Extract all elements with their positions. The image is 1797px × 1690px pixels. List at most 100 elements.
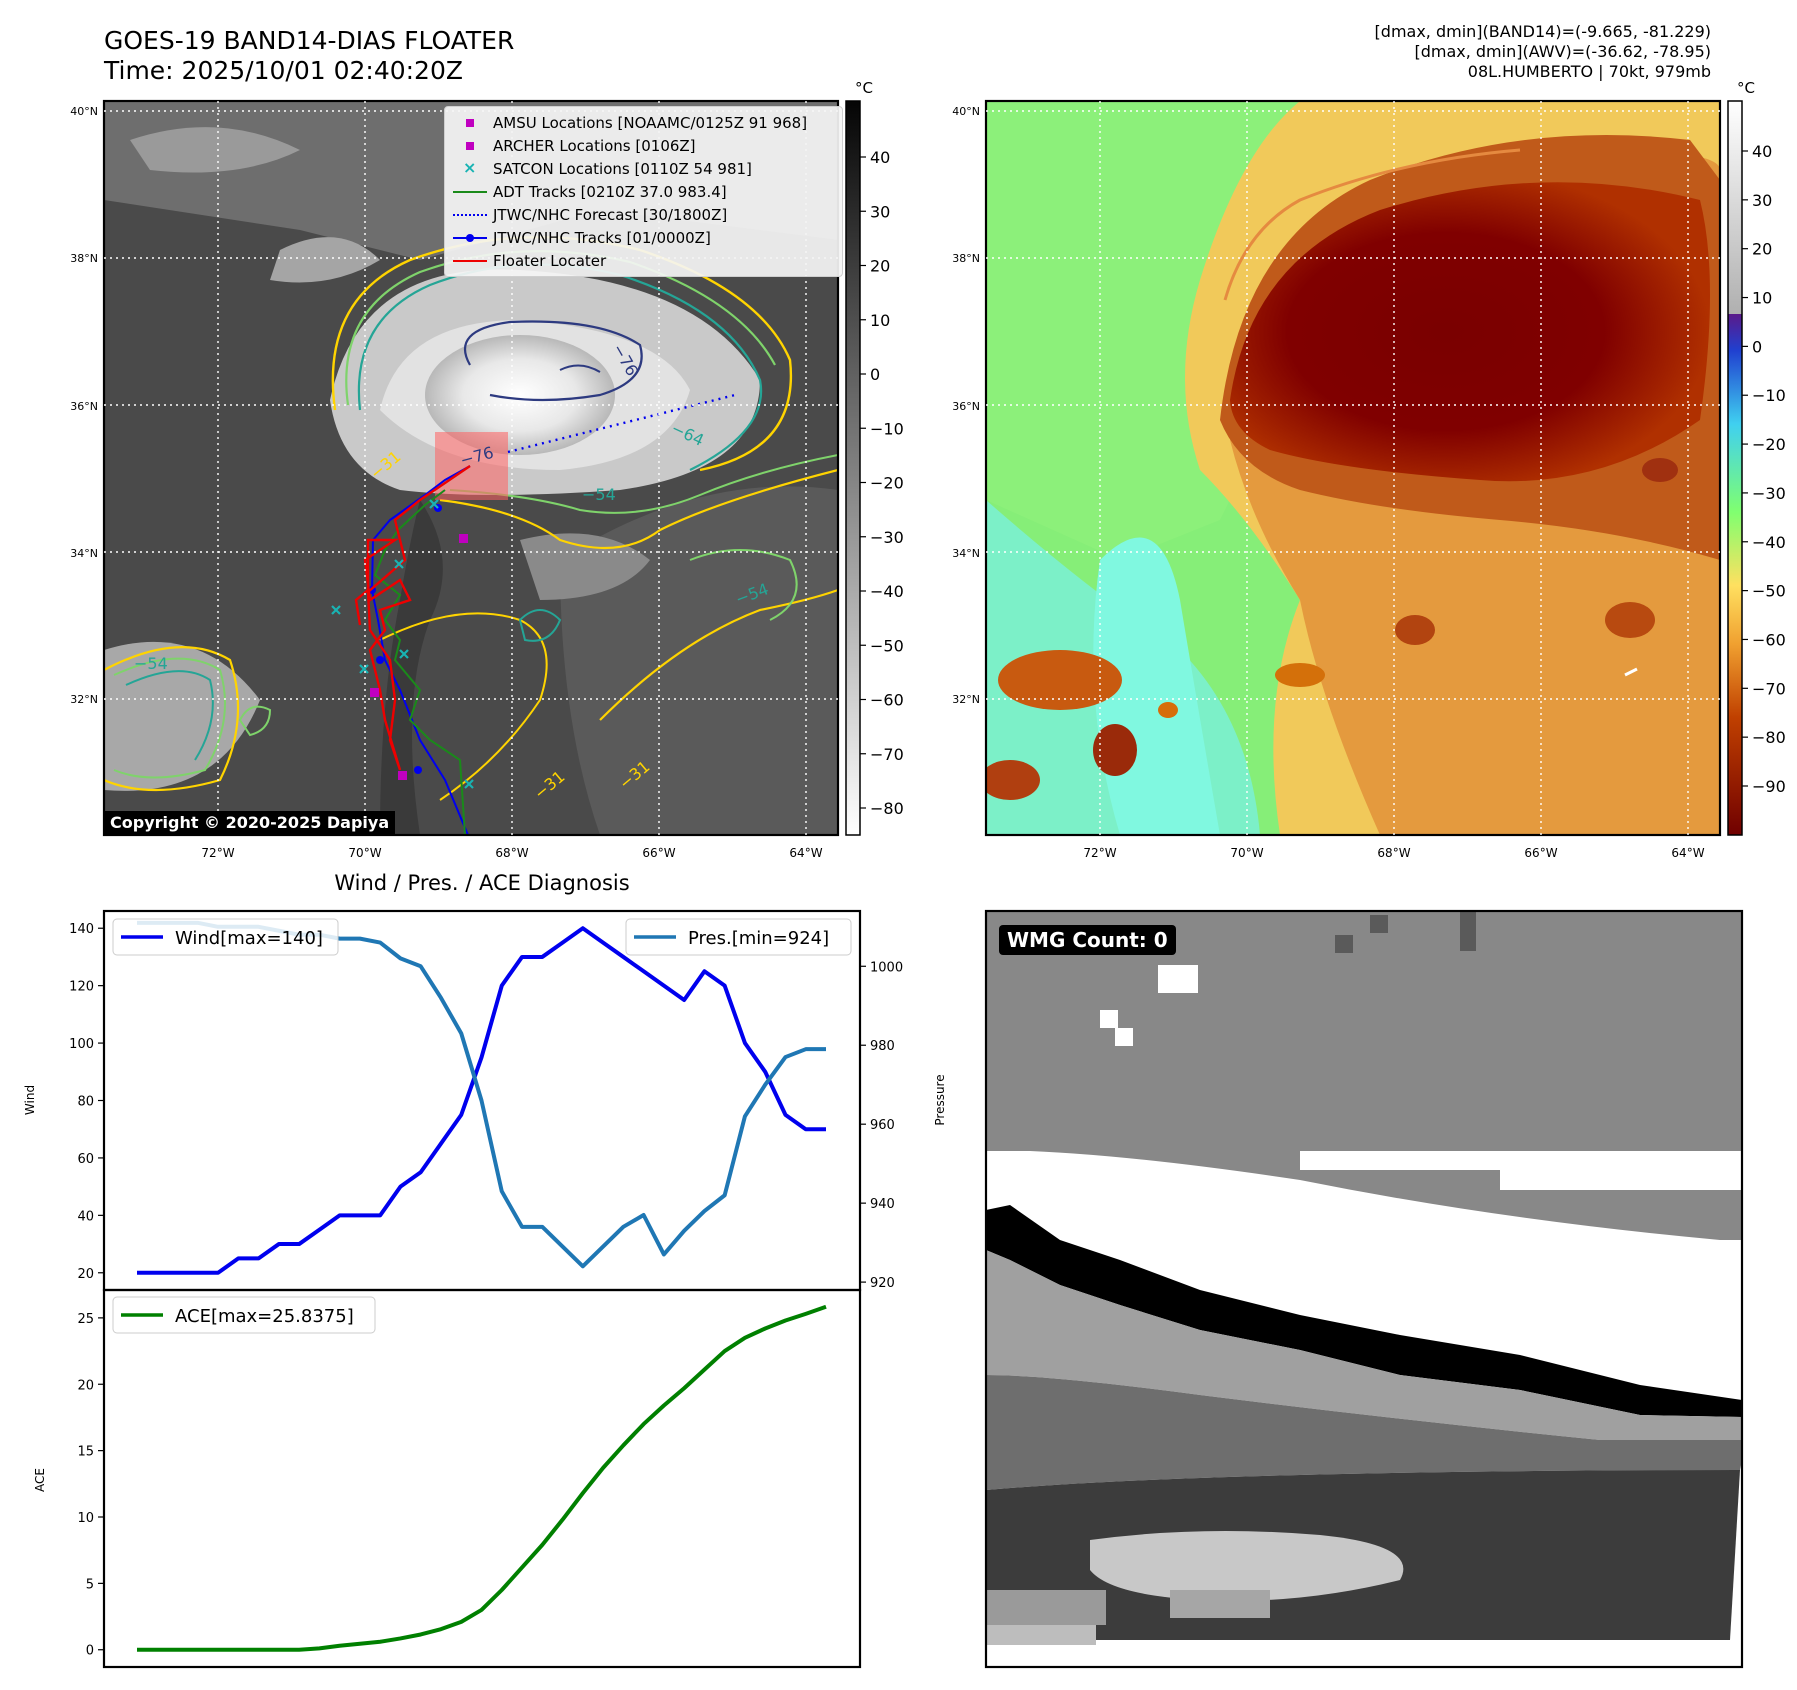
ir-lat-label-34n: 34°N <box>70 547 98 560</box>
ir-colorbar: °C 40 30 20 10 0 −10 −20 −30 −40 −50 −60 −70 −80 <box>845 79 904 836</box>
info-storm-summary: 08L.HUMBERTO | 70kt, 979mb <box>1467 62 1711 81</box>
ace-axes <box>102 1288 862 1669</box>
wind-ytick-label: 80 <box>77 1095 94 1110</box>
contour-label: −54 <box>582 485 616 504</box>
legend-label: Floater Locater <box>493 251 607 270</box>
ir-lat-label-36n: 36°N <box>70 400 98 413</box>
colorbar-tick-label: −40 <box>1752 533 1786 552</box>
colorbar-tick-label: −10 <box>1752 386 1786 405</box>
awv-imagery <box>986 101 1720 835</box>
colorbar-tick-label: 0 <box>1752 337 1762 356</box>
colorbar-tick-label: 30 <box>870 202 890 221</box>
legend-symbol-icon <box>451 251 489 271</box>
legend-item: × SATCON Locations [0110Z 54 981] <box>451 157 836 180</box>
ace-series-line <box>137 1304 827 1652</box>
colorbar-tick-label: −10 <box>870 419 904 438</box>
pressure-ytick-label: 1000 <box>870 960 903 975</box>
legend-label: ARCHER Locations [0106Z] <box>493 136 696 155</box>
colorbar-tick-label: −30 <box>1752 484 1786 503</box>
diagnosis-title: Wind / Pres. / ACE Diagnosis <box>334 871 629 895</box>
colorbar-tick-label: −90 <box>1752 777 1786 796</box>
awv-lat-label-38n: 38°N <box>952 252 980 265</box>
colorbar-tick-label: 10 <box>870 311 890 330</box>
colorbar-tick-label: 40 <box>1752 142 1772 161</box>
pressure-axis-label: Pressure <box>933 1074 947 1125</box>
wmg-panel <box>984 909 1744 1669</box>
legend-label: AMSU Locations [NOAAMC/0125Z 91 968] <box>493 113 808 132</box>
ace-ytick-label: 0 <box>86 1644 94 1659</box>
ace-axis-label: ACE <box>33 1468 47 1492</box>
colorbar-tick-label: −50 <box>870 636 904 655</box>
wind-series-line <box>137 926 826 1275</box>
pressure-ytick-label: 920 <box>870 1276 895 1291</box>
colorbar-tick-label: 30 <box>1752 191 1772 210</box>
colorbar-tick-label: 10 <box>1752 289 1772 308</box>
awv-lon-label-72w: 72°W <box>1083 846 1116 860</box>
awv-lat-label-40n: 40°N <box>952 105 980 118</box>
colorbar-tick-label: −20 <box>1752 435 1786 454</box>
awv-colorbar: °C 40 30 20 10 0 −10 −20 −30 −40 −50 −60 −70 −80 −90 <box>1727 79 1786 836</box>
awv-lon-label-66w: 66°W <box>1524 846 1557 860</box>
colorbar-tick-label: −20 <box>870 474 904 493</box>
legend-symbol-icon <box>451 205 489 225</box>
awv-lat-label-32n: 32°N <box>952 693 980 706</box>
pressure-legend-label: Pres.[min=924] <box>688 928 829 949</box>
legend-symbol-icon <box>451 113 489 133</box>
ir-lat-label-38n: 38°N <box>70 252 98 265</box>
pressure-series-line <box>137 920 826 1269</box>
ace-legend-label: ACE[max=25.8375] <box>175 1306 354 1327</box>
wind-ytick-label: 100 <box>69 1037 94 1052</box>
wind-ytick-label: 120 <box>69 980 94 995</box>
awv-map-panel <box>984 99 1722 837</box>
ace-legend: ACE[max=25.8375] <box>112 1296 376 1334</box>
title-product: GOES-19 BAND14-DIAS FLOATER <box>104 26 515 55</box>
legend-item: ADT Tracks [0210Z 37.0 983.4] <box>451 180 836 203</box>
ace-ytick-label: 15 <box>77 1445 94 1460</box>
figure-title: GOES-19 BAND14-DIAS FLOATER Time: 2025/1… <box>104 26 514 86</box>
wind-axis-label: Wind <box>23 1085 37 1115</box>
colorbar-tick-label: −60 <box>1752 630 1786 649</box>
legend-label: JTWC/NHC Forecast [30/1800Z] <box>493 205 728 224</box>
ir-lon-label-70w: 70°W <box>348 846 381 860</box>
colorbar-tick-label: −80 <box>1752 728 1786 747</box>
colorbar-tick-label: 20 <box>1752 240 1772 259</box>
pressure-ytick-label: 980 <box>870 1039 895 1054</box>
awv-lon-label-70w: 70°W <box>1230 846 1263 860</box>
ir-lon-label-66w: 66°W <box>642 846 675 860</box>
legend-label: JTWC/NHC Tracks [01/0000Z] <box>493 228 711 247</box>
colorbar-tick-label: −50 <box>1752 582 1786 601</box>
awv-colorbar-unit: °C <box>1737 79 1755 97</box>
ir-colorbar-unit: °C <box>855 79 873 97</box>
storm-info: [dmax, dmin](BAND14)=(-9.665, -81.229) [… <box>1375 22 1711 82</box>
legend-item: JTWC/NHC Tracks [01/0000Z] <box>451 226 836 249</box>
ir-lon-label-68w: 68°W <box>495 846 528 860</box>
legend-item: Floater Locater <box>451 249 836 272</box>
info-band14-range: [dmax, dmin](BAND14)=(-9.665, -81.229) <box>1374 22 1711 41</box>
legend-label: SATCON Locations [0110Z 54 981] <box>493 159 752 178</box>
ir-lon-label-72w: 72°W <box>201 846 234 860</box>
wind-ytick-label: 40 <box>77 1209 94 1224</box>
wind-legend: Wind[max=140] <box>112 918 339 956</box>
awv-lon-label-64w: 64°W <box>1671 846 1704 860</box>
legend-symbol-icon: × <box>463 157 477 177</box>
colorbar-tick-label: −70 <box>1752 679 1786 698</box>
ace-ytick-label: 20 <box>77 1378 94 1393</box>
colorbar-tick-label: −80 <box>870 799 904 818</box>
legend-item: ARCHER Locations [0106Z] <box>451 134 836 157</box>
colorbar-tick-label: 20 <box>870 257 890 276</box>
pressure-ytick-label: 960 <box>870 1118 895 1133</box>
copyright-badge: Copyright © 2020-2025 Dapiya <box>104 811 396 835</box>
ace-ytick-label: 5 <box>86 1577 94 1592</box>
wmg-count-badge: WMG Count: 0 <box>999 925 1176 955</box>
info-awv-range: [dmax, dmin](AWV)=(-36.62, -78.95) <box>1414 42 1711 61</box>
legend-symbol-icon <box>451 228 489 248</box>
contour-label: −54 <box>134 654 168 673</box>
awv-lat-label-36n: 36°N <box>952 400 980 413</box>
awv-lat-label-34n: 34°N <box>952 547 980 560</box>
wind-legend-label: Wind[max=140] <box>175 928 323 949</box>
awv-lon-label-68w: 68°W <box>1377 846 1410 860</box>
colorbar-tick-label: −30 <box>870 528 904 547</box>
ir-lat-label-32n: 32°N <box>70 693 98 706</box>
ace-ytick-label: 25 <box>77 1312 94 1327</box>
